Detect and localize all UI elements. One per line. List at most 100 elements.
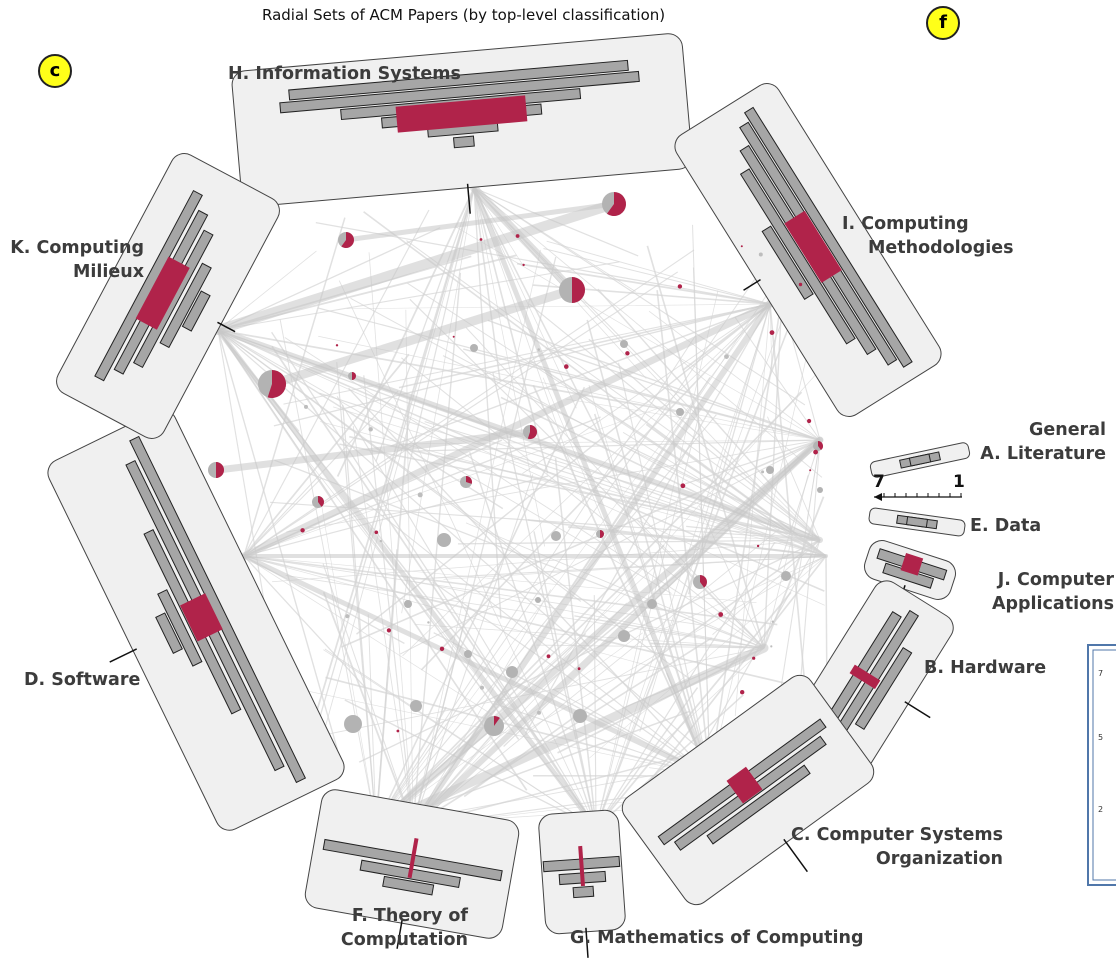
overlap-node bbox=[781, 571, 791, 581]
node-highlight-wedge bbox=[466, 476, 472, 484]
category-panel-h bbox=[231, 33, 693, 214]
connection-line bbox=[322, 591, 414, 827]
badge-f: f bbox=[926, 6, 960, 40]
degree-bar bbox=[908, 453, 932, 467]
connection-line bbox=[324, 648, 597, 829]
scale-right-label: 1 bbox=[953, 472, 965, 492]
small-node bbox=[718, 612, 724, 617]
connection-line bbox=[413, 581, 765, 649]
node-circle bbox=[506, 666, 518, 678]
node-highlight-wedge bbox=[341, 232, 355, 248]
overlap-node bbox=[535, 597, 541, 603]
connection-line bbox=[685, 439, 821, 485]
overlap-node bbox=[338, 232, 355, 248]
node-circle bbox=[470, 344, 478, 352]
node-highlight-wedge bbox=[527, 425, 537, 439]
overlap-node bbox=[312, 496, 324, 508]
degree-bar bbox=[382, 875, 435, 896]
category-label-line: G. Mathematics of Computing bbox=[570, 928, 864, 948]
connection-line bbox=[333, 406, 827, 557]
degree-bar bbox=[452, 135, 475, 149]
overlap-node bbox=[208, 462, 224, 478]
connection-line bbox=[554, 458, 597, 829]
category-label-line: Milieux bbox=[72, 262, 144, 282]
connection-line bbox=[527, 519, 827, 557]
node-circle bbox=[410, 700, 422, 712]
category-panels bbox=[47, 33, 971, 958]
node-circle bbox=[344, 715, 362, 733]
category-label-line: H. Information Systems bbox=[228, 64, 461, 84]
connection-line bbox=[648, 310, 821, 441]
small-node bbox=[761, 470, 765, 474]
node-circle bbox=[781, 571, 791, 581]
highlight-bar bbox=[849, 664, 881, 690]
node-highlight-wedge bbox=[700, 575, 708, 588]
connection-line bbox=[442, 355, 821, 541]
highlight-bar bbox=[784, 210, 842, 283]
connection-line bbox=[284, 337, 765, 649]
connection-line bbox=[279, 319, 377, 827]
connection-line bbox=[473, 187, 549, 474]
small-node bbox=[368, 427, 373, 432]
inset-tick-label: 5 bbox=[1098, 733, 1103, 742]
figure-title: Radial Sets of ACM Papers (by top-level … bbox=[262, 6, 666, 24]
connection-line bbox=[217, 227, 441, 331]
connection-line bbox=[650, 642, 765, 649]
connection-line bbox=[492, 372, 597, 829]
connection-line bbox=[272, 539, 821, 583]
overlap-node bbox=[602, 192, 627, 216]
degree-bar bbox=[181, 290, 211, 332]
category-panel-j bbox=[863, 540, 957, 600]
small-node bbox=[758, 252, 763, 257]
small-node bbox=[740, 690, 745, 695]
small-node bbox=[677, 284, 683, 289]
small-node bbox=[374, 530, 379, 535]
small-node bbox=[386, 628, 391, 633]
category-label-line: A. Literature bbox=[980, 444, 1106, 464]
overlap-node bbox=[559, 277, 585, 303]
overlap-node bbox=[506, 666, 518, 678]
category-label-f: F. Theory of Computation bbox=[302, 904, 468, 952]
small-node bbox=[771, 620, 774, 623]
small-node bbox=[564, 364, 569, 369]
overlap-node bbox=[437, 533, 451, 547]
overlap-node bbox=[348, 372, 356, 380]
node-circle bbox=[676, 408, 684, 416]
connection-line bbox=[412, 272, 462, 827]
category-label-line: C. Computer Systems bbox=[791, 825, 1003, 845]
small-node bbox=[807, 418, 812, 424]
node-highlight-wedge bbox=[216, 462, 224, 478]
inset-tick-label: 7 bbox=[1098, 669, 1103, 678]
node-highlight-wedge bbox=[352, 372, 356, 380]
connection-line bbox=[777, 439, 821, 570]
node-highlight-wedge bbox=[318, 496, 324, 507]
connection-line bbox=[588, 385, 711, 777]
degree-bar bbox=[743, 106, 913, 368]
overlap-node bbox=[596, 530, 604, 538]
highlight-bar bbox=[180, 593, 223, 642]
small-node bbox=[752, 656, 756, 660]
degree-bar bbox=[905, 516, 929, 528]
badge-c: c bbox=[38, 54, 72, 88]
connection-line bbox=[285, 575, 765, 649]
small-node bbox=[577, 667, 581, 671]
small-node bbox=[798, 282, 803, 287]
node-circle bbox=[404, 600, 412, 608]
category-label-e: E. Data bbox=[970, 514, 1041, 538]
overlap-node bbox=[620, 340, 628, 348]
connection-line bbox=[243, 555, 778, 626]
small-node bbox=[809, 469, 812, 472]
connection-line bbox=[217, 329, 712, 760]
small-node bbox=[756, 544, 760, 548]
degree-bar bbox=[706, 764, 811, 845]
small-node bbox=[479, 238, 483, 241]
inset-outer-frame bbox=[1087, 644, 1116, 886]
category-label-line: E. Data bbox=[970, 516, 1042, 536]
degree-bar bbox=[288, 59, 629, 101]
category-label-line: General bbox=[1029, 420, 1106, 440]
small-node bbox=[335, 344, 339, 347]
connection-line bbox=[617, 362, 711, 777]
node-highlight-wedge bbox=[600, 530, 604, 538]
